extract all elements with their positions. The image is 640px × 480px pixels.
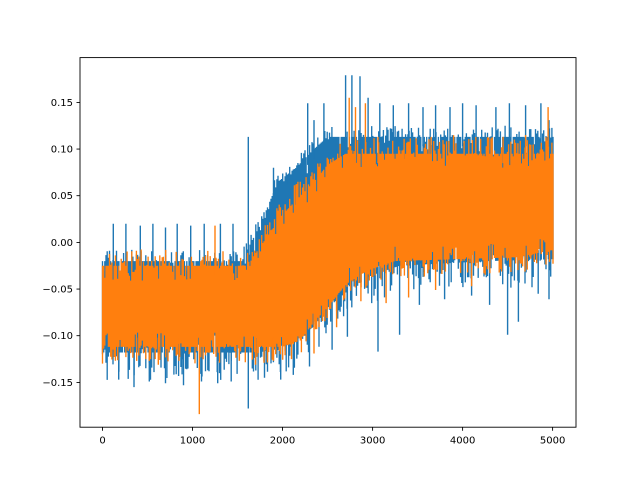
y-tick-label: −0.05 — [42, 285, 73, 296]
x-tick-label: 2000 — [270, 436, 295, 447]
y-tick-label: 0.05 — [51, 191, 73, 202]
y-tick-labels: −0.15 −0.10 −0.05 0.00 0.05 0.10 0.15 — [42, 98, 73, 389]
y-tick-label: −0.10 — [42, 331, 73, 342]
x-tick-labels: 0 1000 2000 3000 4000 5000 — [99, 436, 565, 447]
y-tick-label: −0.15 — [42, 378, 73, 389]
series-layer — [101, 75, 554, 415]
x-tick-label: 3000 — [360, 436, 385, 447]
y-tick-label: 0.10 — [51, 145, 73, 156]
y-tick-label: 0.15 — [51, 98, 73, 109]
x-tick-label: 5000 — [540, 436, 565, 447]
x-tick-label: 1000 — [180, 436, 205, 447]
tick-marks — [76, 101, 554, 431]
x-tick-label: 0 — [99, 436, 105, 447]
y-tick-label: 0.00 — [51, 238, 73, 249]
x-tick-label: 4000 — [450, 436, 475, 447]
axes-frame — [76, 57, 577, 431]
series-1-orange — [101, 97, 554, 415]
